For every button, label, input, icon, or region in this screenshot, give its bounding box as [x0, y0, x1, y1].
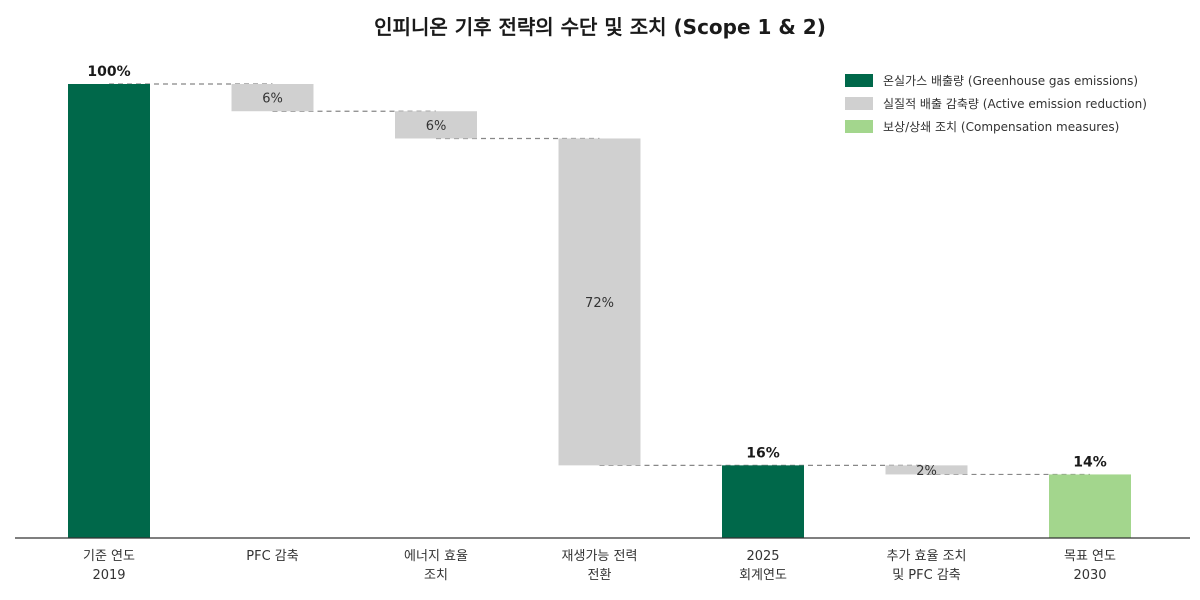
x-tick-label-7-1: 목표 연도	[1064, 549, 1116, 564]
data-label-2: 6%	[262, 92, 283, 107]
legend: 온실가스 배출량 (Greenhouse gas emissions) 실질적 배…	[845, 74, 1147, 134]
x-tick-label-1-1: 기준 연도	[83, 549, 135, 564]
data-label-5: 16%	[746, 445, 780, 461]
legend-label-reduction: 실질적 배출 감축량 (Active emission reduction)	[883, 97, 1147, 111]
bar-1	[68, 84, 150, 538]
legend-label-emissions: 온실가스 배출량 (Greenhouse gas emissions)	[883, 74, 1138, 88]
x-tick-label-4-1: 재생가능 전력	[562, 549, 638, 564]
legend-swatch-compensation	[845, 120, 873, 133]
x-tick-label-6-1: 추가 효율 조치	[886, 549, 966, 564]
x-tick-label-2-1: PFC 감축	[246, 549, 298, 564]
bar-4	[558, 138, 641, 466]
bar-7	[1049, 474, 1131, 538]
data-label-1: 100%	[87, 64, 130, 80]
x-tick-label-1-2: 2019	[92, 568, 125, 583]
data-label-3: 6%	[426, 119, 447, 134]
chart-title: 인피니온 기후 전략의 수단 및 조치 (Scope 1 & 2)	[374, 15, 826, 39]
x-tick-label-3-1: 에너지 효율	[404, 549, 468, 564]
bar-2	[231, 84, 314, 112]
data-label-7: 14%	[1073, 454, 1107, 470]
bar-6	[885, 465, 968, 475]
data-labels-group: 100% 6% 6% 72% 16% 2% 14%	[87, 64, 1106, 479]
x-tick-label-3-2: 조치	[424, 568, 448, 583]
x-tick-label-5-1: 2025	[746, 549, 779, 564]
bar-5	[722, 465, 804, 538]
legend-label-compensation: 보상/상쇄 조치 (Compensation measures)	[883, 120, 1119, 134]
legend-swatch-emissions	[845, 74, 873, 87]
bar-3	[395, 111, 477, 139]
x-tick-label-6-2: 및 PFC 감축	[892, 568, 961, 583]
data-label-4: 72%	[585, 296, 614, 311]
x-tick-label-5-2: 회계연도	[739, 568, 787, 583]
legend-swatch-reduction	[845, 97, 873, 110]
bars-group	[68, 84, 1131, 538]
data-label-6: 2%	[916, 464, 937, 479]
x-tick-label-7-2: 2030	[1073, 568, 1106, 583]
x-tick-label-4-2: 전환	[588, 568, 612, 583]
